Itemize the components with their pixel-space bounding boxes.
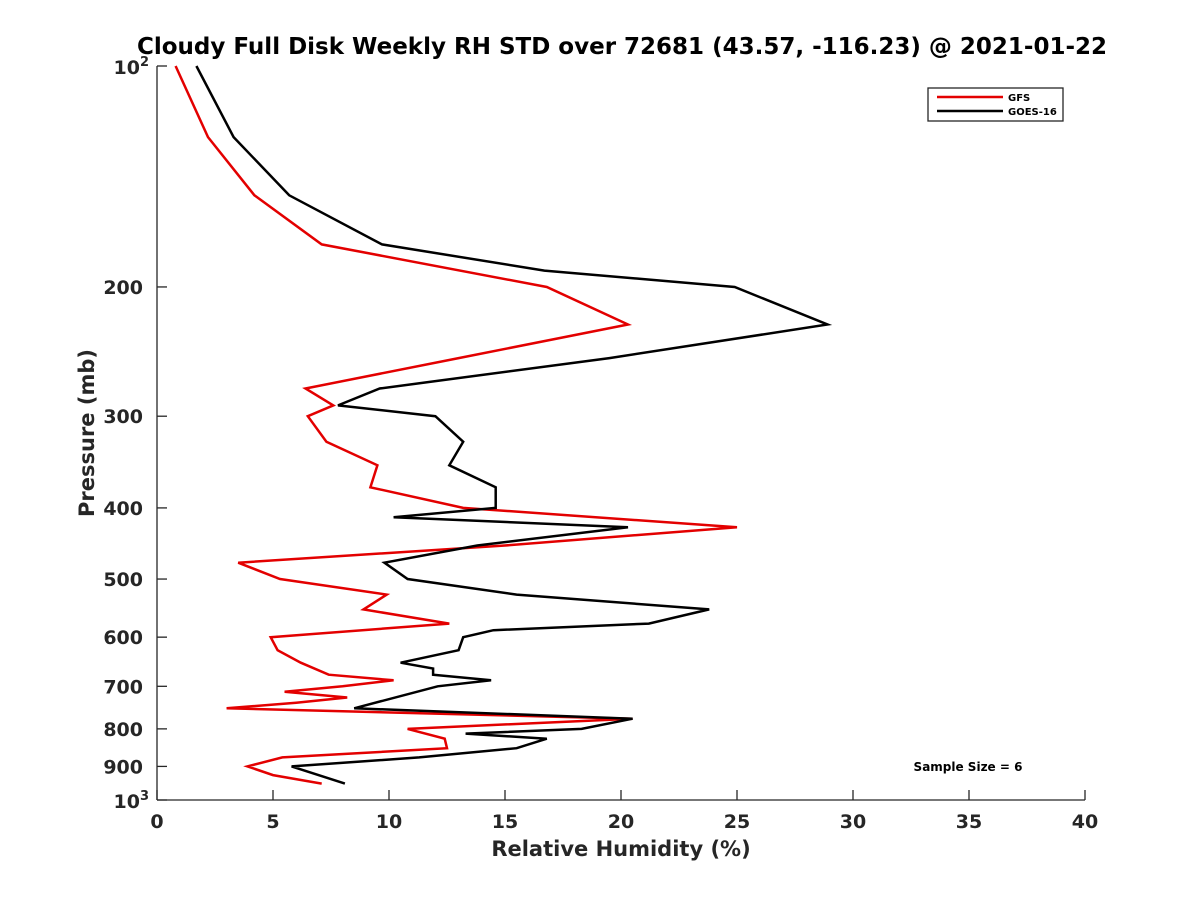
x-tick-label: 5 bbox=[266, 811, 279, 833]
x-tick-label: 20 bbox=[608, 811, 634, 833]
x-tick-label: 30 bbox=[840, 811, 866, 833]
y-tick-label: 500 bbox=[103, 569, 143, 591]
y-axis-label: Pressure (mb) bbox=[75, 349, 99, 517]
y-tick-label: 300 bbox=[103, 406, 143, 428]
y-tick-label: 200 bbox=[103, 277, 143, 299]
legend-label: GFS bbox=[1008, 93, 1030, 104]
legend-box bbox=[927, 87, 1064, 122]
y-tick-label: 400 bbox=[103, 498, 143, 520]
plot-area: 0 5 10 15 20 25 30 35 40 102 200 300 400 500 600 700 800… bbox=[103, 55, 1098, 833]
x-tick-label: 35 bbox=[956, 811, 982, 833]
y-tick-label: 102 bbox=[114, 55, 150, 79]
x-axis-label: Relative Humidity (%) bbox=[491, 837, 750, 861]
y-tick-label: 700 bbox=[103, 676, 143, 698]
chart-title: Cloudy Full Disk Weekly RH STD over 7268… bbox=[137, 34, 1107, 60]
y-tick-label: 900 bbox=[103, 756, 143, 778]
y-tick-label: 800 bbox=[103, 719, 143, 741]
legend: GFS GOES-16 bbox=[927, 87, 1064, 122]
x-tick-label: 40 bbox=[1072, 811, 1098, 833]
sample-size-annotation: Sample Size = 6 bbox=[914, 760, 1023, 774]
x-tick-label: 0 bbox=[150, 811, 163, 833]
x-tick-label: 15 bbox=[492, 811, 518, 833]
legend-label: GOES-16 bbox=[1008, 107, 1057, 118]
series-line-goes-16 bbox=[195, 65, 833, 785]
x-tick-label: 10 bbox=[376, 811, 402, 833]
y-tick-label: 600 bbox=[103, 627, 143, 649]
y-tick-label: 103 bbox=[114, 789, 150, 813]
series-line-gfs bbox=[174, 65, 738, 785]
x-tick-label: 25 bbox=[724, 811, 750, 833]
